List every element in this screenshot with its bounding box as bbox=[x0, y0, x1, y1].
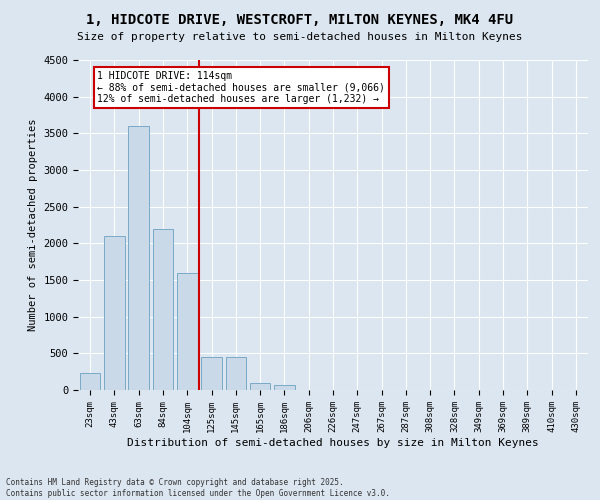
Bar bbox=[274, 385, 295, 390]
Bar bbox=[177, 272, 197, 390]
Y-axis label: Number of semi-detached properties: Number of semi-detached properties bbox=[28, 118, 38, 331]
Bar bbox=[201, 357, 222, 390]
Bar bbox=[152, 228, 173, 390]
Text: 1 HIDCOTE DRIVE: 114sqm
← 88% of semi-detached houses are smaller (9,066)
12% of: 1 HIDCOTE DRIVE: 114sqm ← 88% of semi-de… bbox=[97, 71, 385, 104]
X-axis label: Distribution of semi-detached houses by size in Milton Keynes: Distribution of semi-detached houses by … bbox=[127, 438, 539, 448]
Bar bbox=[104, 236, 125, 390]
Text: Contains HM Land Registry data © Crown copyright and database right 2025.
Contai: Contains HM Land Registry data © Crown c… bbox=[6, 478, 390, 498]
Bar bbox=[128, 126, 149, 390]
Bar bbox=[226, 357, 246, 390]
Text: Size of property relative to semi-detached houses in Milton Keynes: Size of property relative to semi-detach… bbox=[77, 32, 523, 42]
Bar bbox=[80, 373, 100, 390]
Text: 1, HIDCOTE DRIVE, WESTCROFT, MILTON KEYNES, MK4 4FU: 1, HIDCOTE DRIVE, WESTCROFT, MILTON KEYN… bbox=[86, 12, 514, 26]
Bar bbox=[250, 382, 271, 390]
